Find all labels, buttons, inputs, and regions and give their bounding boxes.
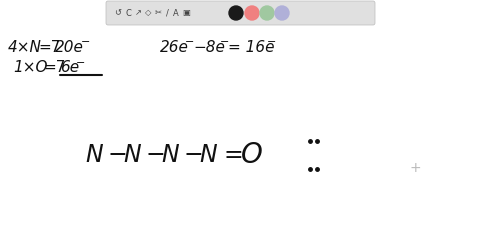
Text: 6e: 6e [60,60,79,76]
Text: N: N [85,143,103,167]
Circle shape [260,6,274,20]
Text: −: − [107,143,127,167]
FancyBboxPatch shape [106,1,375,25]
Text: −8e: −8e [193,40,225,54]
Text: A: A [173,8,179,18]
Text: ▣: ▣ [182,8,190,18]
Text: −: − [185,37,194,47]
Text: = 16e: = 16e [228,40,275,54]
Text: ↺: ↺ [115,8,121,18]
Text: 20e: 20e [55,40,84,54]
Text: −: − [183,143,203,167]
Text: −: − [220,37,229,47]
Text: ↗: ↗ [134,8,142,18]
Circle shape [229,6,243,20]
Text: +: + [409,161,421,175]
Text: /: / [166,8,168,18]
Text: −: − [145,143,165,167]
Text: =7: =7 [43,60,65,76]
Text: N: N [199,143,216,167]
Text: C: C [125,8,131,18]
Text: =: = [223,143,243,167]
Text: 1×O: 1×O [13,60,48,76]
Text: 4×N: 4×N [8,40,42,54]
Text: 26e: 26e [160,40,189,54]
Circle shape [275,6,289,20]
Text: ✂: ✂ [155,8,161,18]
Text: N: N [161,143,179,167]
Text: =7: =7 [38,40,60,54]
Circle shape [245,6,259,20]
Text: ◇: ◇ [145,8,151,18]
Text: −: − [81,37,90,47]
Text: −: − [76,58,85,68]
Text: N: N [123,143,141,167]
Text: O: O [241,141,263,169]
Text: −: − [267,37,276,47]
